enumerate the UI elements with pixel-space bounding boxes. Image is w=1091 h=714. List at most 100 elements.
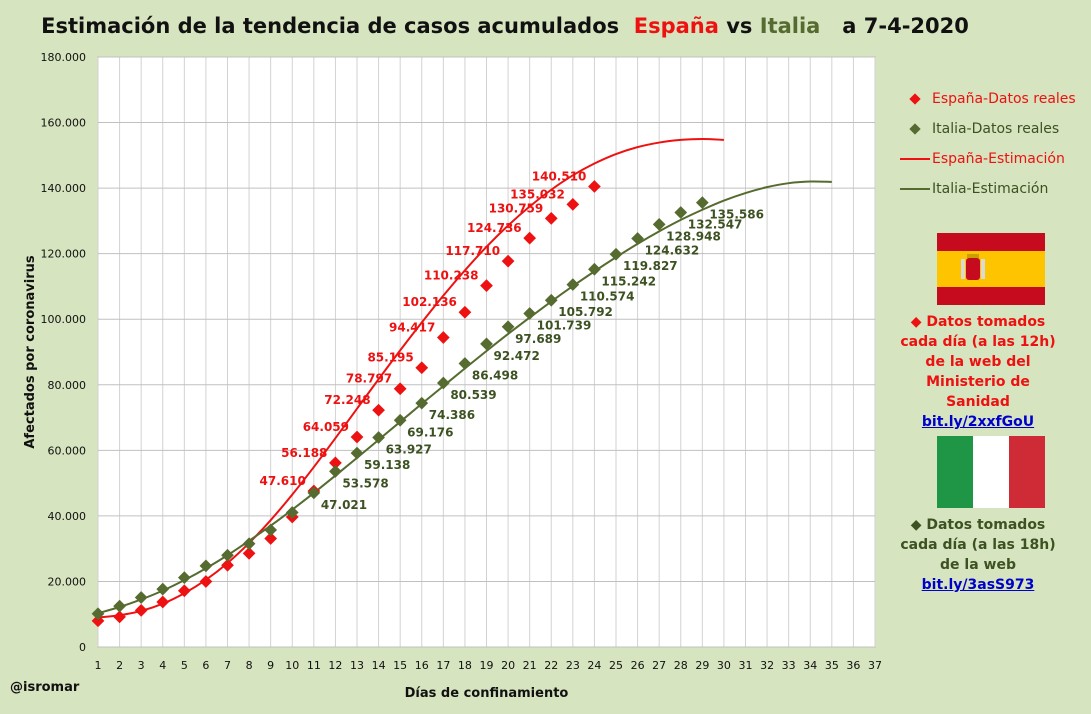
data-point — [480, 279, 493, 293]
x-tick-label: 7 — [224, 659, 231, 672]
x-tick-label: 28 — [674, 659, 688, 672]
data-label: 86.498 — [472, 368, 518, 382]
x-tick-label: 16 — [415, 659, 429, 672]
data-label: 94.417 — [389, 321, 435, 335]
y-tick-label: 20.000 — [48, 575, 87, 588]
title-country-spain: España — [633, 14, 719, 38]
y-axis-label: Afectados por coronavirus — [23, 255, 38, 449]
data-label: 115.242 — [601, 274, 656, 288]
x-tick-label: 15 — [393, 659, 407, 672]
data-label: 85.195 — [367, 351, 413, 365]
data-point — [458, 357, 472, 370]
data-point — [350, 430, 364, 444]
data-point — [329, 465, 342, 478]
data-label: 64.059 — [303, 420, 349, 434]
spain-source-link[interactable]: bit.ly/2xxfGoU — [921, 414, 1035, 430]
x-tick-label: 3 — [138, 659, 145, 672]
data-label: 78.797 — [346, 372, 392, 386]
legend-item-italy-est: Italia-Estimación — [898, 174, 1088, 204]
diamond-marker-icon — [909, 123, 921, 135]
x-tick-label: 8 — [246, 659, 253, 672]
data-label: 80.539 — [450, 388, 496, 402]
line-marker-icon — [900, 188, 930, 190]
data-label: 69.176 — [407, 425, 453, 439]
note-spain-line: cada día (a las 12h) — [900, 334, 1056, 350]
data-label: 124.632 — [645, 243, 700, 257]
data-point — [480, 337, 493, 351]
title-vs: vs — [726, 14, 753, 38]
y-tick-label: 120.000 — [41, 248, 87, 261]
title-prefix: Estimación de la tendencia de casos acum… — [41, 14, 620, 38]
x-tick-label: 11 — [307, 659, 321, 672]
y-tick-label: 160.000 — [41, 117, 87, 130]
x-tick-label: 14 — [372, 659, 386, 672]
legend-label-spain-est: España-Estimación — [932, 151, 1065, 167]
data-label: 130.759 — [489, 201, 544, 215]
y-tick-label: 0 — [79, 641, 86, 654]
data-point — [329, 456, 342, 470]
x-tick-label: 25 — [609, 659, 623, 672]
data-label: 132.547 — [688, 218, 743, 232]
data-label: 74.386 — [429, 408, 475, 422]
x-tick-label: 19 — [480, 659, 494, 672]
data-label: 53.578 — [342, 476, 388, 490]
data-point — [501, 254, 515, 268]
legend-item-spain-est: España-Estimación — [898, 144, 1088, 174]
data-point — [415, 361, 429, 375]
x-axis-label: Días de confinamiento — [405, 686, 569, 701]
x-tick-label: 9 — [267, 659, 274, 672]
data-point — [415, 396, 429, 410]
italy-flag-icon — [937, 436, 1045, 508]
legend-item-spain-real: España-Datos reales — [898, 84, 1088, 114]
x-tick-label: 5 — [181, 659, 188, 672]
x-tick-label: 6 — [202, 659, 209, 672]
x-tick-label: 10 — [285, 659, 299, 672]
data-label: 56.188 — [281, 446, 327, 460]
x-tick-label: 21 — [523, 659, 537, 672]
data-point — [458, 305, 472, 319]
note-spain-line: de la web del — [925, 354, 1031, 370]
x-tick-label: 18 — [458, 659, 472, 672]
y-tick-label: 140.000 — [41, 182, 87, 195]
legend-item-italy-real: Italia-Datos reales — [898, 114, 1088, 144]
legend: España-Datos reales Italia-Datos reales … — [898, 84, 1088, 204]
data-label: 92.472 — [494, 349, 540, 363]
italy-source-link[interactable]: bit.ly/3asS973 — [921, 577, 1035, 593]
x-tick-label: 13 — [350, 659, 364, 672]
x-tick-label: 36 — [846, 659, 860, 672]
x-tick-label: 35 — [825, 659, 839, 672]
data-label: 110.574 — [580, 290, 635, 304]
data-label: 72.248 — [324, 393, 370, 407]
data-label: 105.792 — [558, 305, 613, 319]
data-label: 119.827 — [623, 259, 678, 273]
data-label: 117.710 — [445, 244, 500, 258]
note-italy-line: cada día (a las 18h) — [900, 537, 1056, 553]
author-credit: @isromar — [10, 680, 80, 695]
title-date: a 7-4-2020 — [842, 14, 969, 38]
data-label: 101.739 — [537, 319, 592, 333]
y-tick-label: 80.000 — [48, 379, 87, 392]
data-point — [307, 486, 321, 500]
data-label: 135.032 — [510, 187, 565, 201]
note-spain-line: ◆ Datos tomados — [910, 314, 1046, 330]
data-label: 135.586 — [709, 208, 764, 222]
note-italy-line: de la web — [940, 557, 1016, 573]
data-point — [372, 431, 385, 444]
x-tick-label: 12 — [328, 659, 342, 672]
x-tick-label: 37 — [868, 659, 882, 672]
x-tick-label: 4 — [159, 659, 166, 672]
x-tick-label: 23 — [566, 659, 580, 672]
note-italy: ◆ Datos tomados cada día (a las 18h) de … — [893, 515, 1063, 595]
data-label: 63.927 — [386, 442, 432, 456]
diamond-marker-icon — [909, 93, 921, 105]
note-italy-line: ◆ Datos tomados — [910, 517, 1046, 533]
data-point — [393, 382, 407, 396]
y-tick-label: 40.000 — [48, 510, 87, 523]
data-label: 47.610 — [260, 474, 306, 488]
chart-title: Estimación de la tendencia de casos acum… — [0, 14, 1010, 38]
data-point — [393, 413, 407, 427]
x-tick-label: 1 — [95, 659, 102, 672]
title-country-italy: Italia — [759, 14, 821, 38]
data-point — [501, 320, 515, 334]
data-label: 110.238 — [424, 269, 479, 283]
